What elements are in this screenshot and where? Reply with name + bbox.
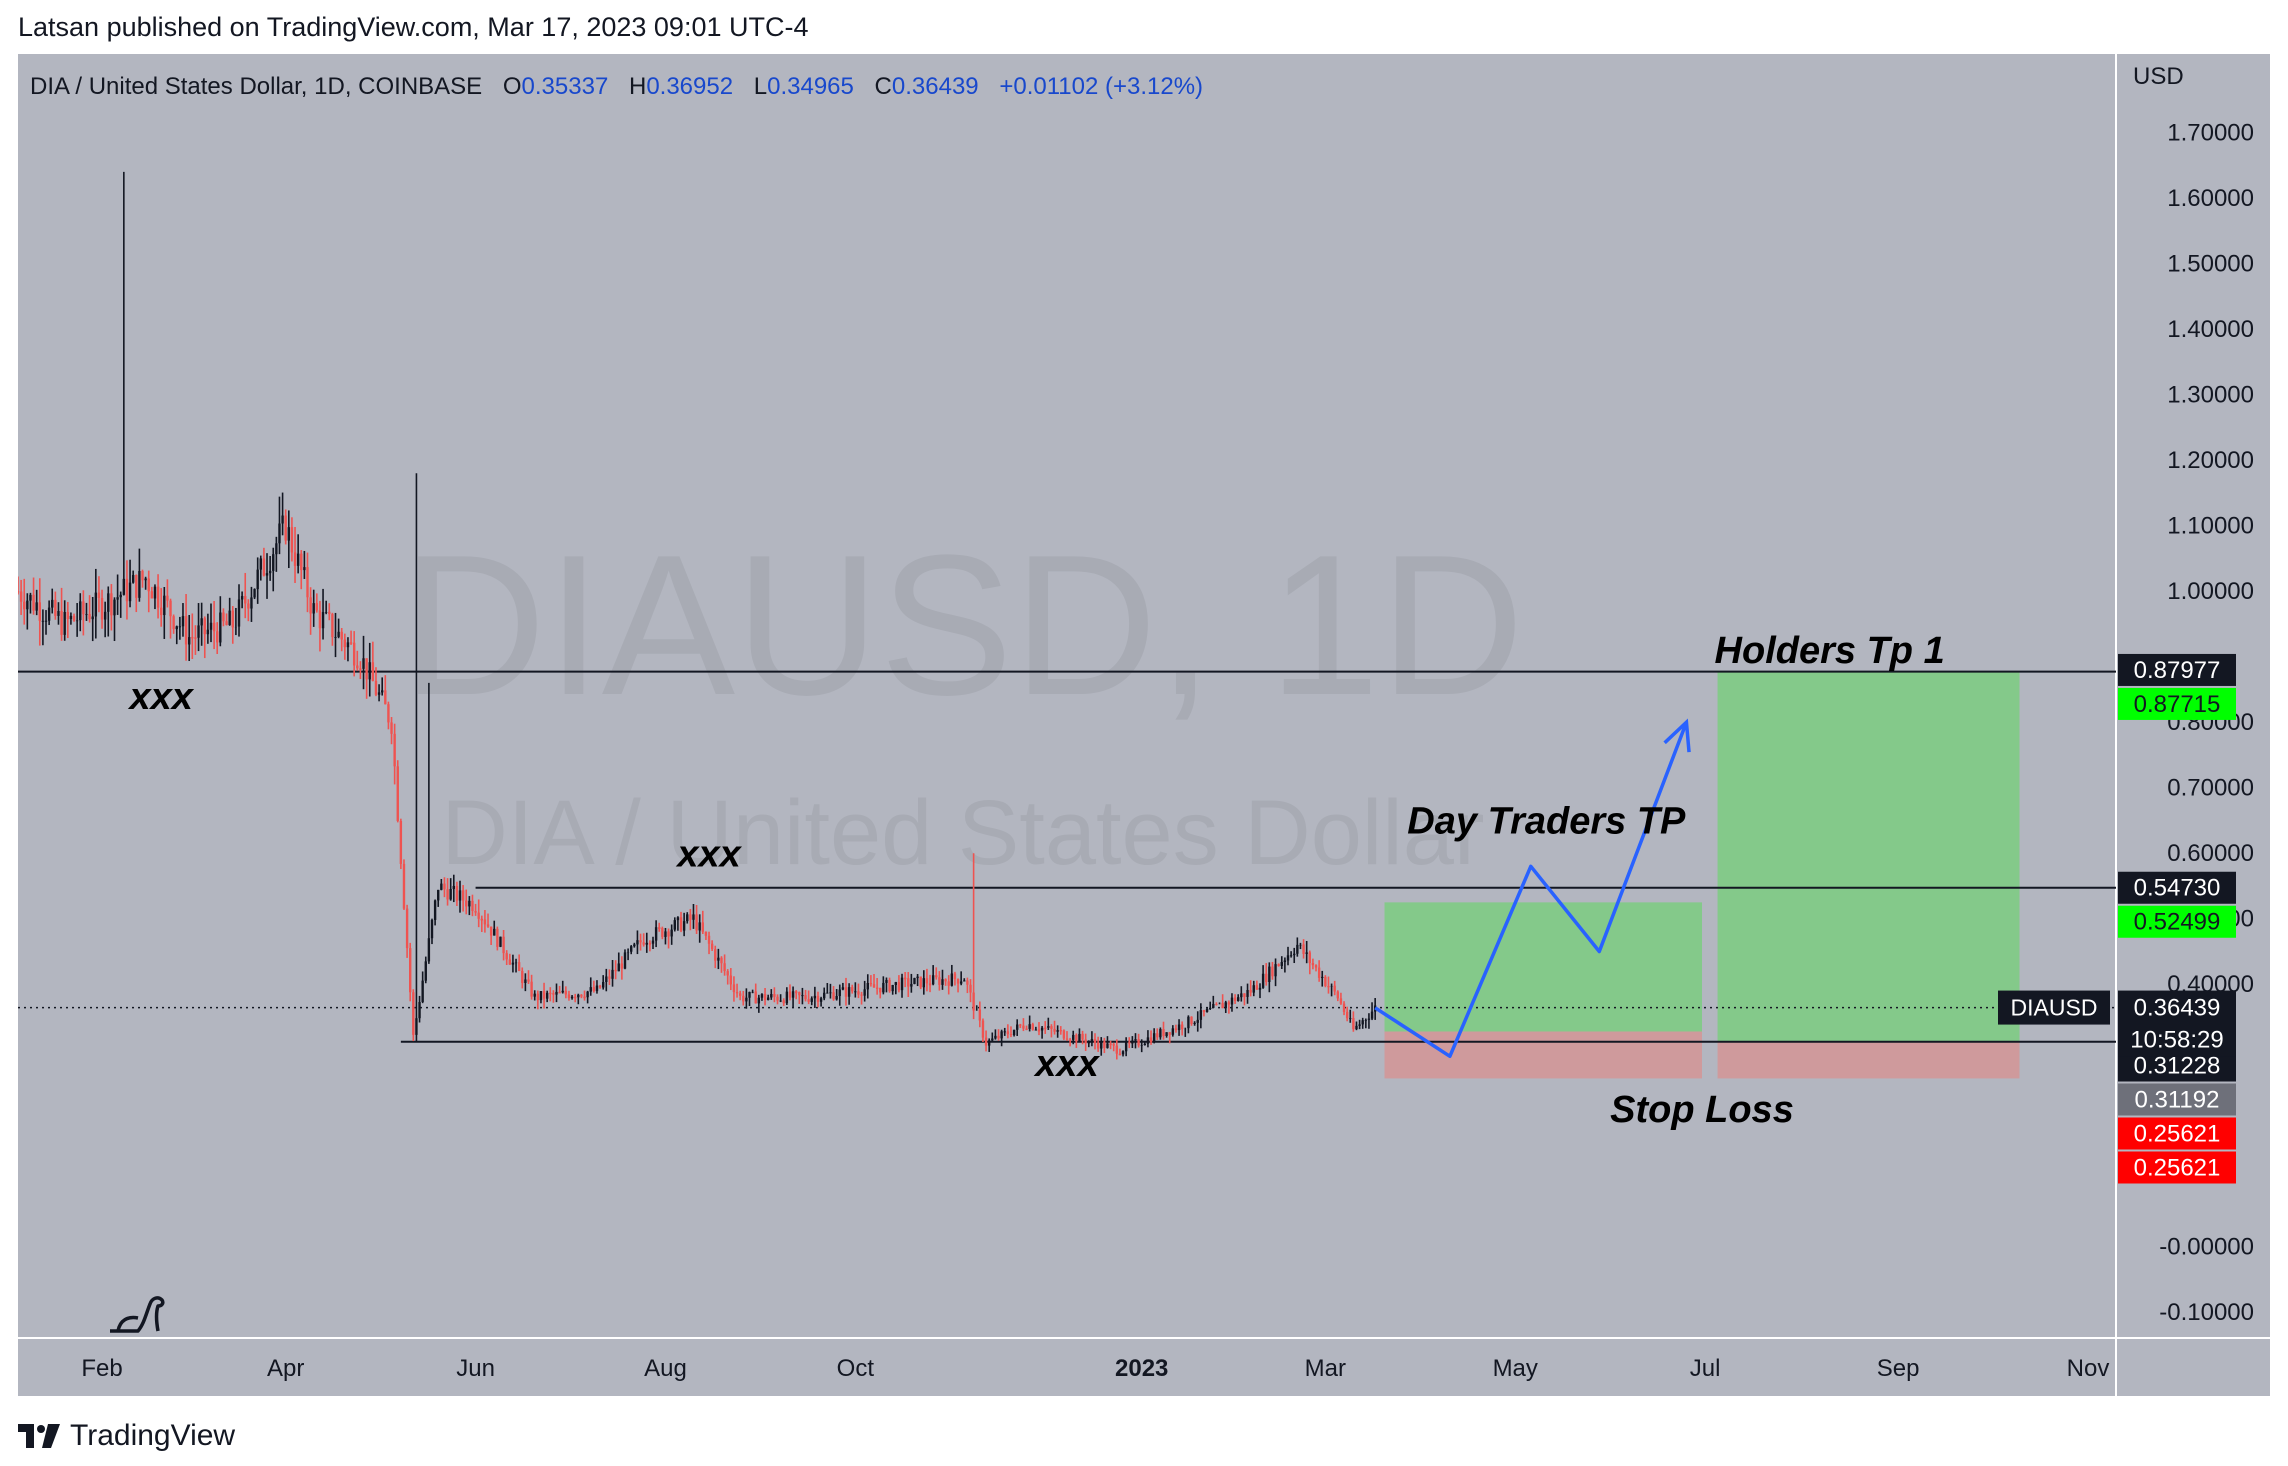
xxx-label-feb: xxx [127,676,194,718]
badge-052499-bg [2118,905,2236,938]
price-chart[interactable]: DIAUSD, 1D DIA / United States Dollar xx… [16,54,2270,1396]
watermark-name: DIA / United States Dollar [441,782,1484,884]
symbol-tag-bg [1998,990,2110,1025]
last-price-countdown: 10:58:29 [2130,1027,2223,1054]
badge-025621-a-text: 0.25621 [2134,1120,2221,1147]
holders-position-loss-zone [1717,1041,2020,1079]
legend-low-value: 0.34965 [767,73,854,100]
x-tick-label: Apr [267,1355,304,1382]
holders-tp-label: Holders Tp 1 [1715,630,1945,672]
y-tick-label: 1.60000 [2167,185,2254,212]
badge-031192-bg [2118,1083,2236,1116]
day-traders-position-profit-zone [1384,902,1703,1032]
badge-025621-b-text: 0.25621 [2134,1154,2221,1181]
x-tick-label: 2023 [1115,1355,1168,1382]
x-tick-label: Aug [644,1355,687,1382]
legend-high-value: 0.36952 [646,73,733,100]
tradingview-footer[interactable]: TradingView [18,1416,235,1456]
badge-087715-text: 0.87715 [2134,691,2221,718]
badge-025621-b-bg [2118,1151,2236,1184]
xxx-label-aug: xxx [675,833,742,875]
badge-052499: 0.52499 [2118,905,2236,938]
ohlc-legend: DIA / United States Dollar, 1D, COINBASE… [30,73,1203,100]
y-tick-label: 1.50000 [2167,251,2254,278]
badge-052499-text: 0.52499 [2134,909,2221,936]
y-tick-label: 1.00000 [2167,578,2254,605]
badge-031192-text: 0.31192 [2135,1086,2220,1113]
badge-031192: 0.31192 [2118,1083,2236,1116]
y-tick-label: 0.60000 [2167,840,2254,867]
day-traders-position-loss-zone [1384,1031,1703,1079]
last-price-value: 0.36439 [2134,995,2221,1022]
y-tick-label: 1.30000 [2167,382,2254,409]
legend-symbol: DIA / United States Dollar, 1D, COINBASE [30,73,482,100]
badge-087715: 0.87715 [2118,687,2236,720]
tradingview-logo-icon [18,1424,60,1448]
legend-open-label: O [503,73,522,100]
x-tick-label: Jun [456,1355,495,1382]
xxx-label-dec: xxx [1033,1043,1100,1085]
badge-087977-bg [2118,653,2236,686]
time-axis[interactable] [18,1338,2116,1396]
published-by-header: Latsan published on TradingView.com, Mar… [18,12,809,42]
day-traders-tp-label: Day Traders TP [1407,801,1686,843]
holders-position-profit-zone [1717,671,2020,1042]
y-tick-label: 1.70000 [2167,120,2254,147]
currency-label: USD [2133,63,2184,90]
x-tick-label: Oct [837,1355,875,1382]
y-tick-label: 1.40000 [2167,316,2254,343]
badge-087977-text: 0.87977 [2134,657,2221,684]
y-tick-label: 1.20000 [2167,447,2254,474]
stop-loss-label: Stop Loss [1610,1089,1794,1131]
x-tick-label: Jul [1690,1355,1721,1382]
last-price-badge: 0.36439 10:58:29 DIAUSD [1998,990,2236,1057]
last-price-badge-bg [2118,990,2236,1057]
badge-025621-a: 0.25621 [2118,1117,2236,1150]
y-tick-label: 1.10000 [2167,513,2254,540]
badge-087715-bg [2118,687,2236,720]
badge-087977: 0.87977 [2118,653,2236,686]
projection-path [1374,721,1689,1059]
y-tick-label: -0.00000 [2159,1233,2254,1260]
badge-031228-text: 0.31228 [2134,1052,2221,1079]
y-tick-label: -0.10000 [2159,1299,2254,1326]
x-tick-label: Sep [1877,1355,1920,1382]
projection-arrowhead [1663,718,1691,753]
legend-high-label: H [629,73,646,100]
watermark-ticker: DIAUSD, 1D [402,514,1524,737]
tradingview-dino-icon[interactable] [110,1296,165,1333]
chart-container[interactable]: DIAUSD, 1D DIA / United States Dollar xx… [16,54,2270,1396]
x-tick-label: May [1493,1355,1538,1382]
tradingview-brand-text: TradingView [70,1419,236,1452]
badge-054730-text: 0.54730 [2134,875,2221,902]
x-tick-label: Nov [2067,1355,2110,1382]
symbol-tag-text: DIAUSD [2011,995,2098,1021]
legend-open-value: 0.35337 [522,73,609,100]
badge-025621-a-bg [2118,1117,2236,1150]
badge-054730: 0.54730 [2118,871,2236,904]
legend-change: +0.01102 (+3.12%) [999,73,1203,100]
legend-low-label: L [754,73,767,100]
x-tick-label: Mar [1305,1355,1346,1382]
y-tick-label: 0.70000 [2167,775,2254,802]
legend-close-label: C [875,73,892,100]
badge-054730-bg [2118,871,2236,904]
badge-025621-b: 0.25621 [2118,1151,2236,1184]
x-tick-label: Feb [81,1355,122,1382]
legend-close-value: 0.36439 [892,73,979,100]
